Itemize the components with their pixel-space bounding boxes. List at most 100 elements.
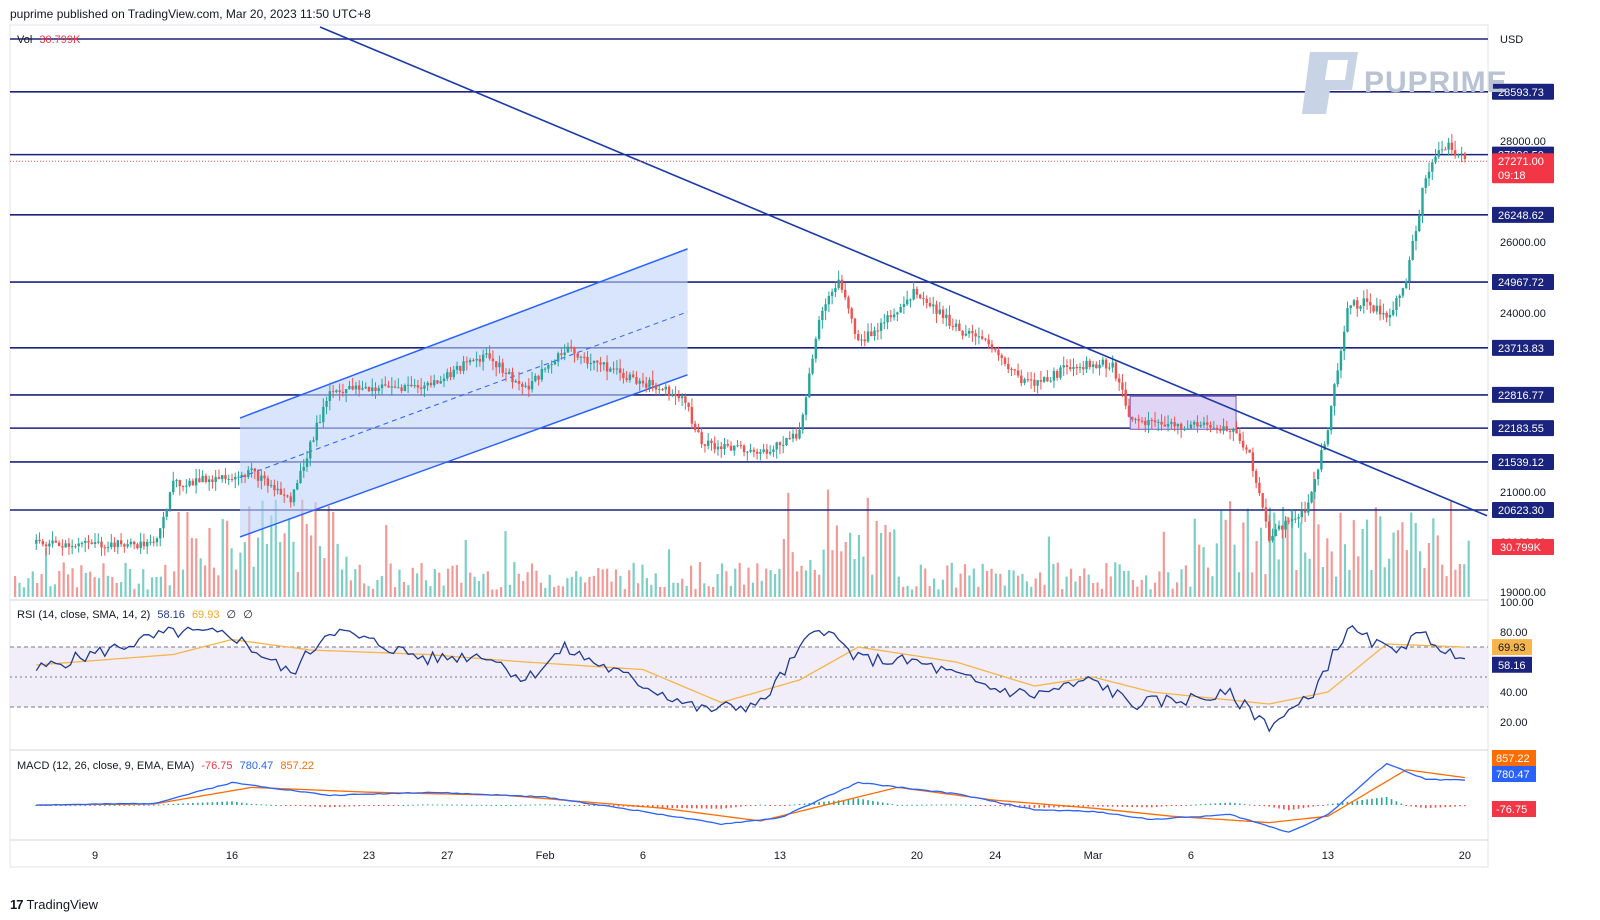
macd-hist-bar	[1126, 805, 1129, 807]
candle-body	[1284, 520, 1287, 530]
volume-bar	[1268, 507, 1271, 597]
candle-body	[827, 295, 831, 305]
volume-bar	[429, 586, 432, 597]
macd-hist-bar	[421, 804, 424, 806]
macd-hist-bar	[1214, 803, 1217, 805]
macd-hist-bar	[294, 805, 297, 806]
candle-body	[720, 446, 723, 450]
time-tick: 9	[92, 850, 98, 862]
macd-hist-bar	[1038, 805, 1041, 808]
volume-bar	[1370, 570, 1373, 597]
candle-body	[1375, 305, 1379, 312]
candle-body	[752, 449, 756, 452]
macd-hist-bar	[1165, 805, 1168, 807]
candle-body	[475, 358, 478, 361]
macd-hist-bar	[720, 805, 723, 809]
volume-bar	[513, 562, 516, 597]
candle-body	[481, 354, 485, 362]
volume-bar	[676, 582, 679, 597]
volume-bar	[336, 543, 339, 597]
volume-bar	[1039, 572, 1042, 597]
candle-body	[928, 302, 932, 307]
macd-hist-bar	[1131, 805, 1134, 808]
candle-body	[286, 495, 289, 497]
macd-hist-bar	[1136, 805, 1138, 808]
candle-body	[618, 368, 622, 373]
volume-bar	[1131, 579, 1134, 597]
volume-bar	[1326, 538, 1329, 597]
volume-bar	[1109, 576, 1112, 597]
volume-bar	[1100, 588, 1104, 597]
candle-body	[57, 542, 61, 547]
macd-hist-bar	[407, 804, 409, 806]
candle-body	[713, 443, 716, 450]
macd-hist-bar	[353, 805, 356, 807]
candle-body	[77, 543, 80, 547]
time-tick: 6	[1188, 850, 1194, 862]
candle-body	[609, 368, 612, 372]
rsi-line	[35, 625, 1466, 733]
macd-hist-bar	[1048, 805, 1050, 808]
macd-hist-bar	[969, 804, 972, 806]
tradingview-name: TradingView	[26, 897, 99, 912]
candle-body	[468, 360, 472, 363]
candle-body	[54, 540, 58, 543]
macd-hist-bar	[1043, 805, 1045, 808]
candle-body	[1414, 231, 1418, 241]
candle-body	[292, 489, 296, 503]
macd-hist-bar	[309, 805, 312, 807]
candle-body	[44, 544, 48, 547]
volume-bar	[234, 569, 238, 597]
candle-body	[371, 387, 374, 392]
macd-hist-bar	[1150, 805, 1153, 808]
candle-body	[328, 391, 332, 401]
candle-body	[1059, 367, 1062, 378]
candle-body	[987, 339, 990, 345]
candle-body	[1085, 360, 1088, 370]
volume-bar	[106, 575, 109, 597]
candle-body	[410, 384, 413, 387]
macd-hist-bar	[558, 804, 561, 806]
candle-body	[1343, 331, 1346, 352]
candle-body	[984, 338, 987, 340]
macd-hist-bar	[1287, 805, 1290, 811]
volume-bars	[14, 471, 1470, 597]
volume-bar	[1211, 576, 1214, 597]
macd-hist-bar	[348, 805, 351, 807]
macd-hist-bar	[338, 805, 341, 807]
candle-body	[325, 400, 328, 407]
macd-hist-bar	[965, 804, 967, 806]
candle-body	[534, 375, 537, 382]
macd-hist-bar	[519, 804, 522, 806]
level-badge-text: 22183.55	[1498, 423, 1544, 435]
candle-body	[1088, 360, 1092, 368]
candle-body	[938, 309, 941, 314]
volume-bar	[1259, 527, 1263, 597]
candle-body	[172, 480, 175, 493]
macd-hist-bar	[260, 804, 263, 806]
candle-body	[1176, 423, 1180, 427]
volume-bar	[1145, 575, 1148, 597]
volume-bar	[199, 558, 202, 597]
macd-hist-bar	[749, 805, 752, 806]
candle-body	[527, 385, 531, 390]
price-tick: 21000.00	[1500, 487, 1546, 499]
volume-bar	[1030, 586, 1033, 597]
volume-bar	[915, 586, 918, 597]
macd-hist-bar	[201, 802, 204, 805]
macd-hist-bar	[534, 804, 537, 806]
tradingview-footer[interactable]: 17 TradingView	[10, 897, 98, 912]
volume-bar	[1061, 589, 1064, 597]
volume-bar	[760, 580, 763, 597]
level-badge-text: 26248.62	[1498, 210, 1544, 222]
candle-body	[958, 323, 961, 331]
candle-body	[207, 479, 211, 483]
candle-body	[1424, 178, 1427, 188]
candle-body	[1316, 469, 1320, 480]
volume-bar	[1012, 570, 1015, 597]
candle-body	[397, 387, 400, 389]
macd-hist-bar	[1248, 804, 1251, 806]
macd-hist-bar	[1376, 798, 1378, 805]
candle-body	[697, 430, 700, 433]
